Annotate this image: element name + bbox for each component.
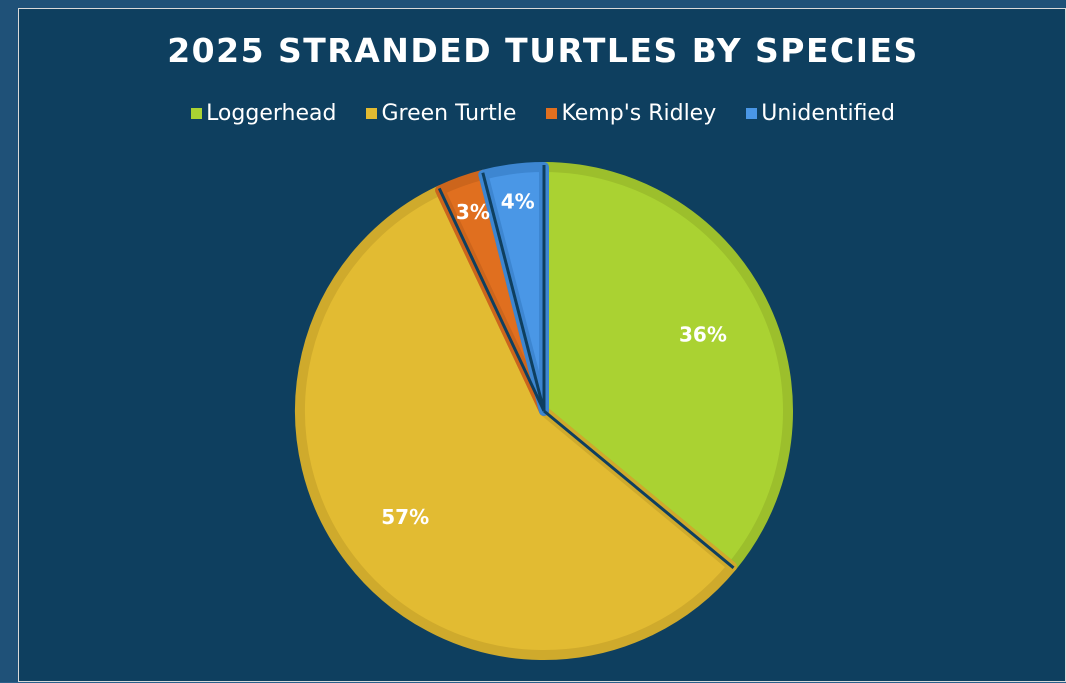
data-label-loggerhead: 36% (679, 323, 727, 347)
legend-label-green-turtle: Green Turtle (381, 101, 517, 126)
legend-label-unidentified: Unidentified (761, 101, 895, 126)
pie-slice-loggerhead (539, 162, 793, 572)
legend-item-kemps-ridley: Kemp's Ridley (546, 101, 716, 126)
data-label-kemp-s-ridley: 3% (456, 200, 490, 224)
slice-separator (481, 172, 546, 412)
legend-swatch-green-turtle (366, 108, 378, 119)
slice-separator (437, 187, 546, 412)
legend-label-loggerhead: Loggerhead (206, 101, 337, 126)
legend-item-unidentified: Unidentified (746, 101, 895, 126)
legend-swatch-kemps-ridley (546, 108, 558, 119)
legend-item-green-turtle: Green Turtle (366, 101, 516, 126)
chart-area: 2025 STRANDED TURTLES BY SPECIES Loggerh… (18, 8, 1066, 682)
legend-swatch-loggerhead (191, 108, 203, 119)
legend-swatch-unidentified (746, 108, 758, 119)
pie-slice-green-turtle (295, 185, 738, 660)
chart-legend: Loggerhead Green Turtle Kemp's Ridley Un… (19, 101, 1066, 126)
pie-chart: 36% 57% 3% 4% (295, 162, 793, 660)
data-label-unidentified: 4% (501, 189, 535, 213)
chart-title: 2025 STRANDED TURTLES BY SPECIES (167, 31, 919, 70)
legend-label-kemps-ridley: Kemp's Ridley (561, 101, 717, 126)
legend-item-loggerhead: Loggerhead (191, 101, 336, 126)
slice-separator (543, 409, 735, 569)
data-label-green-turtle: 57% (381, 505, 429, 529)
